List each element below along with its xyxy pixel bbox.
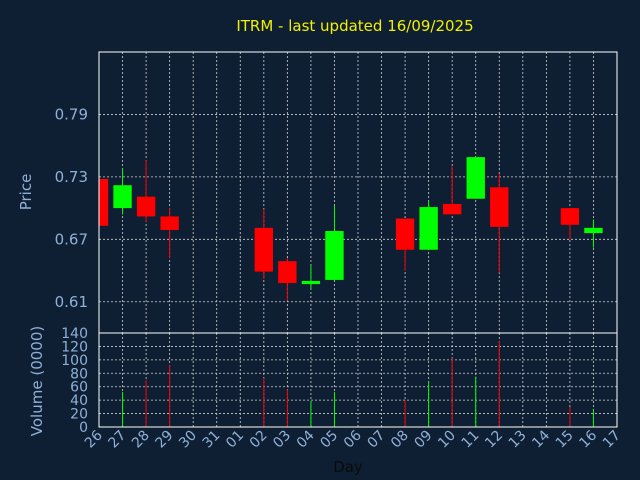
candle-body bbox=[99, 178, 109, 226]
price-tick-label: 0.73 bbox=[55, 168, 88, 186]
chart-marks bbox=[98, 157, 603, 427]
price-axis-label: Price bbox=[17, 174, 35, 211]
candle-body bbox=[278, 261, 297, 284]
candle-body bbox=[560, 208, 580, 225]
candle-body bbox=[160, 216, 179, 230]
volume-tick-label: 120 bbox=[61, 339, 88, 355]
candle-body bbox=[113, 185, 132, 209]
candle-body bbox=[325, 231, 344, 280]
volume-tick-label: 0 bbox=[79, 420, 88, 436]
candle-body bbox=[136, 196, 156, 217]
volume-tick-label: 60 bbox=[70, 380, 88, 396]
price-tick-label: 0.61 bbox=[55, 293, 88, 311]
volume-tick-label: 100 bbox=[61, 353, 88, 369]
volume-axis-label: Volume (0000) bbox=[28, 326, 46, 436]
volume-tick-label: 20 bbox=[70, 407, 88, 423]
volume-tick-label: 140 bbox=[61, 326, 88, 342]
candle-body bbox=[254, 227, 274, 272]
candle-body bbox=[395, 218, 415, 250]
candle-body bbox=[419, 207, 438, 250]
x-axis-label: Day bbox=[333, 458, 363, 476]
candle-body bbox=[490, 187, 509, 227]
volume-panel-frame bbox=[98, 332, 618, 428]
price-tick-label: 0.79 bbox=[55, 105, 88, 123]
price-tick-label: 0.67 bbox=[55, 230, 88, 248]
volume-tick-label: 80 bbox=[70, 366, 88, 382]
candle-body bbox=[442, 203, 462, 215]
chart-title: ITRM - last updated 16/09/2025 bbox=[236, 17, 473, 35]
candle-body bbox=[466, 157, 485, 199]
candle-body bbox=[584, 227, 603, 234]
candle-body bbox=[301, 280, 321, 285]
volume-tick-label: 40 bbox=[70, 393, 88, 409]
